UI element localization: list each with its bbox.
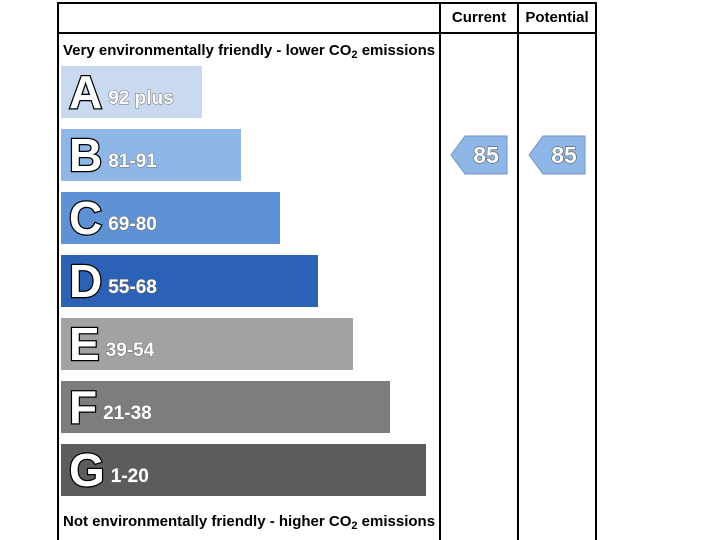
band-bar-g: G 1-20: [61, 444, 426, 496]
band-range-f: 21-38: [103, 403, 153, 425]
band-bar-a: A 92 plus: [61, 66, 202, 118]
band-bar-c: C 69-80: [61, 192, 280, 244]
current-arrow-value: 85: [473, 141, 500, 168]
band-letter-a: A: [68, 66, 104, 119]
potential-header: Potential: [519, 4, 595, 34]
top-caption-subscript: 2: [351, 49, 358, 61]
top-caption-suffix: emissions: [357, 42, 436, 59]
potential-arrow-shape: [528, 135, 586, 175]
band-range-g: 1-20: [110, 466, 149, 488]
band-bar-e: E 39-54: [61, 318, 353, 370]
rating-bands: A 92 plus B 81-91 C 69-80 D 55-68 E 39: [59, 66, 439, 496]
band-letter-e: E: [68, 318, 101, 371]
current-arrow-shape: [450, 135, 508, 175]
band-bar-b: B 81-91: [61, 129, 241, 181]
band-range-c: 69-80: [108, 214, 158, 236]
current-column: Current 85: [439, 4, 517, 540]
band-letter-f: F: [68, 381, 99, 434]
bottom-caption-text: Not environmentally friendly - higher CO: [63, 513, 352, 530]
header-spacer: [59, 4, 439, 34]
band-letter-b: B: [68, 129, 104, 182]
bands-column: Very environmentally friendly - lower CO…: [59, 4, 439, 540]
bottom-caption: Not environmentally friendly - higher CO…: [59, 507, 439, 537]
top-caption: Very environmentally friendly - lower CO…: [59, 34, 439, 66]
potential-column: Potential 85: [517, 4, 595, 540]
potential-arrow-value: 85: [551, 141, 578, 168]
top-caption-text: Very environmentally friendly - lower CO: [63, 42, 352, 59]
current-header: Current: [441, 4, 517, 34]
band-bar-d: D 55-68: [61, 255, 318, 307]
band-letter-g: G: [68, 444, 106, 497]
band-letter-c: C: [68, 192, 104, 245]
current-arrow: 85: [450, 135, 508, 175]
band-bar-f: F 21-38: [61, 381, 390, 433]
potential-arrow: 85: [528, 135, 586, 175]
rating-table: Very environmentally friendly - lower CO…: [57, 2, 597, 540]
band-range-e: 39-54: [105, 340, 155, 362]
band-letter-d: D: [68, 255, 104, 308]
band-range-d: 55-68: [108, 277, 158, 299]
band-range-b: 81-91: [108, 151, 158, 173]
band-range-a: 92 plus: [108, 88, 174, 110]
bottom-caption-subscript: 2: [351, 520, 358, 532]
bottom-caption-suffix: emissions: [357, 513, 436, 530]
